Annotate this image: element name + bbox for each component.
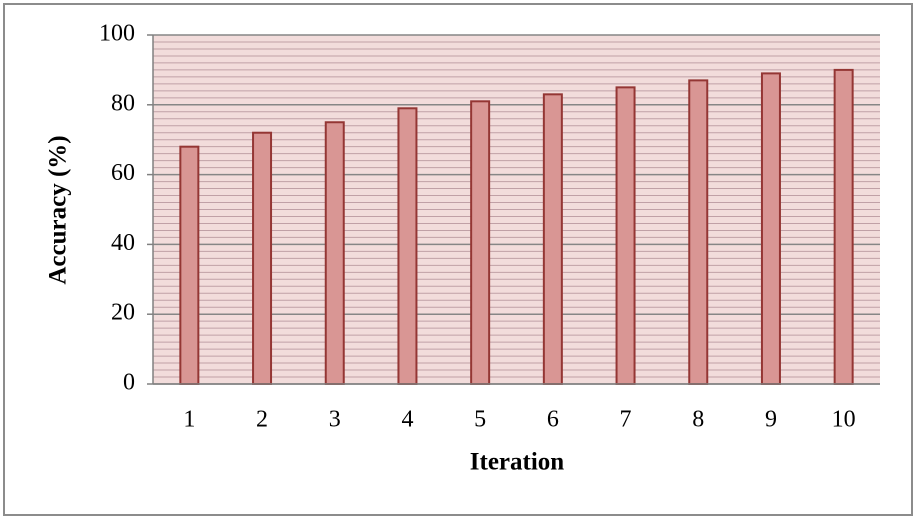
x-tick-label: 10 bbox=[832, 407, 856, 433]
bar bbox=[179, 145, 200, 385]
y-tick-label: 0 bbox=[123, 370, 135, 396]
y-tick-label: 80 bbox=[111, 90, 135, 116]
x-tick-label: 6 bbox=[547, 407, 559, 433]
x-tick-label: 8 bbox=[692, 407, 704, 433]
bar bbox=[324, 121, 345, 385]
y-tick-label: 100 bbox=[99, 21, 135, 47]
y-tick-label: 40 bbox=[111, 230, 135, 256]
bar bbox=[833, 68, 854, 386]
x-tick-label: 2 bbox=[256, 407, 268, 433]
bar bbox=[252, 131, 273, 385]
x-tick-label: 4 bbox=[401, 407, 413, 433]
bar bbox=[542, 93, 563, 386]
x-tick-label: 3 bbox=[329, 407, 341, 433]
bar bbox=[470, 100, 491, 385]
bar bbox=[397, 107, 418, 385]
x-tick-label: 7 bbox=[620, 407, 632, 433]
bar bbox=[615, 86, 636, 385]
bar bbox=[688, 79, 709, 386]
x-tick-label: 9 bbox=[765, 407, 777, 433]
x-axis-title: Iteration bbox=[470, 449, 565, 476]
y-tick-label: 60 bbox=[111, 160, 135, 186]
x-tick-label: 5 bbox=[474, 407, 486, 433]
y-tick-label: 20 bbox=[111, 300, 135, 326]
bar bbox=[760, 72, 781, 385]
y-axis-title: Accuracy (%) bbox=[45, 135, 72, 284]
x-tick-label: 1 bbox=[183, 407, 195, 433]
